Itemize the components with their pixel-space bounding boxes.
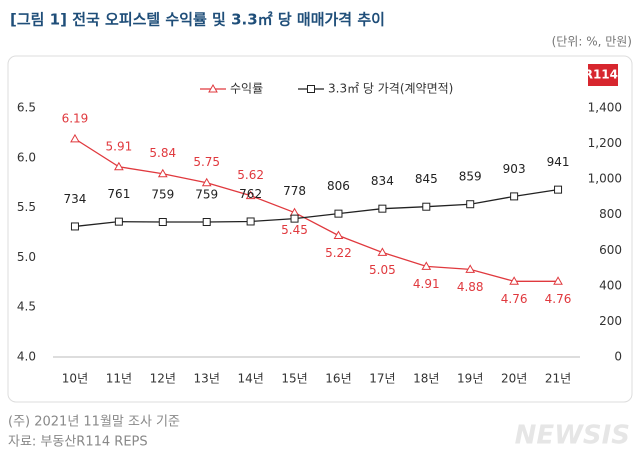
value-label: 5.05 (369, 263, 396, 277)
value-label: 5.75 (193, 155, 220, 169)
unit-note: (단위: %, 만원) (552, 35, 632, 49)
y2-tick-label: 0 (614, 350, 622, 364)
point (114, 217, 123, 226)
value-label: 5.91 (106, 139, 133, 153)
value-label: 903 (503, 162, 526, 176)
point (245, 190, 256, 200)
watermark: NEWSIS (515, 421, 630, 451)
value-label: 5.62 (237, 168, 264, 182)
x-tick-label: 14년 (237, 372, 263, 386)
logo-box (588, 64, 618, 86)
x-tick-label: 19년 (457, 372, 483, 386)
value-label: 734 (64, 192, 87, 206)
x-tick-label: 12년 (150, 372, 176, 386)
value-label: 759 (195, 188, 218, 202)
x-tick-label: 15년 (281, 372, 307, 386)
point (246, 217, 255, 226)
value-label: 759 (151, 188, 174, 202)
y2-tick-label: 400 (599, 278, 622, 292)
chart-frame (7, 55, 633, 403)
point (157, 168, 168, 178)
point (158, 218, 167, 227)
point (377, 247, 388, 256)
point (201, 177, 212, 187)
point (422, 202, 431, 211)
value-label: 762 (239, 187, 262, 201)
point (378, 204, 387, 213)
series-line (74, 188, 559, 228)
note: 자료: 부동산R114 REPS (8, 435, 148, 450)
y-tick-label: 5.0 (17, 250, 36, 264)
x-tick-label: 10년 (62, 372, 88, 386)
point (466, 200, 475, 209)
value-label: 5.22 (325, 246, 352, 260)
value-label: 761 (107, 187, 130, 201)
point (553, 276, 563, 285)
value-label: 6.19 (62, 111, 89, 125)
value-label: 4.91 (413, 277, 440, 291)
legend-marker (307, 85, 315, 93)
y2-tick-label: 1,200 (588, 136, 622, 150)
value-label: 5.45 (281, 223, 308, 237)
legend-label: 수익률 (230, 82, 263, 96)
x-tick-label: 13년 (194, 372, 220, 386)
y2-tick-label: 200 (599, 314, 622, 328)
point (333, 230, 344, 239)
point (114, 161, 124, 171)
y2-tick-label: 1,000 (588, 172, 622, 186)
y2-tick-label: 600 (599, 243, 622, 257)
value-label: 941 (547, 155, 570, 169)
x-tick-label: 18년 (413, 372, 439, 386)
x-tick-label: 17년 (369, 372, 395, 386)
y2-tick-label: 1,400 (588, 101, 622, 115)
x-tick-label: 16년 (325, 372, 351, 386)
point (421, 261, 432, 270)
value-label: 845 (415, 172, 438, 186)
y2-tick-label: 800 (599, 207, 622, 221)
y-tick-label: 4.5 (17, 300, 36, 314)
value-label: 4.76 (545, 292, 572, 306)
point (70, 133, 80, 143)
value-label: 5.84 (149, 146, 176, 160)
y-tick-label: 5.5 (17, 200, 36, 214)
point (334, 209, 343, 218)
value-label: 806 (327, 179, 350, 193)
series-line (74, 138, 559, 282)
point (510, 192, 519, 201)
point (290, 214, 299, 223)
value-label: 834 (371, 174, 394, 188)
y-tick-label: 4.0 (17, 350, 36, 364)
x-tick-label: 11년 (106, 372, 132, 386)
point (509, 276, 519, 285)
value-label: 778 (283, 184, 306, 198)
point (465, 264, 476, 273)
value-label: 4.88 (457, 280, 484, 294)
x-tick-label: 21년 (545, 372, 571, 386)
legend-label: 3.3㎡ 당 가격(계약면적) (328, 81, 453, 96)
logo: 부동산R114 (551, 67, 618, 82)
value-label: 4.76 (501, 292, 528, 306)
y-tick-label: 6.0 (17, 150, 36, 164)
legend-marker (208, 83, 218, 93)
note: (주) 2021년 11월말 조사 기준 (8, 415, 180, 430)
x-tick-label: 20년 (501, 372, 527, 386)
value-label: 859 (459, 170, 482, 184)
y-tick-label: 6.5 (17, 101, 36, 115)
chart-title: [그림 1] 전국 오피스텔 수익률 및 3.3㎡ 당 매매가격 추이 (10, 11, 385, 29)
point (202, 218, 211, 227)
point (70, 222, 79, 231)
point (554, 185, 563, 194)
